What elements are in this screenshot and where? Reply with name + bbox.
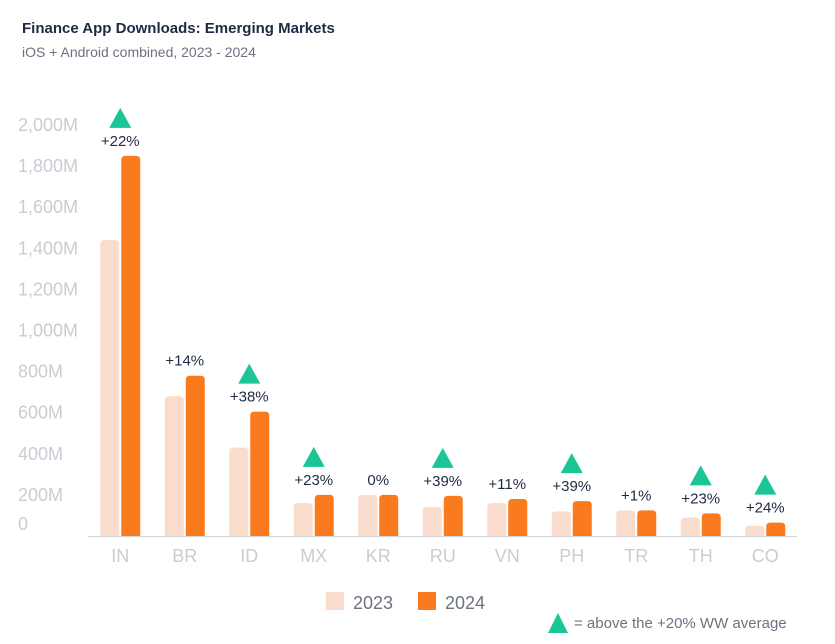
bar-2024-in xyxy=(121,155,141,536)
y-tick-label: 0 xyxy=(18,514,28,534)
x-tick-label: VN xyxy=(495,546,520,566)
bar-2024-th xyxy=(701,513,721,536)
above-average-triangle-icon xyxy=(238,363,261,384)
above-average-triangle-icon xyxy=(754,474,777,495)
x-tick-label: TH xyxy=(689,546,713,566)
bar-2023-in xyxy=(100,240,120,536)
legend-note: = above the +20% WW average xyxy=(574,615,787,632)
bar-2024-co xyxy=(766,522,786,536)
y-axis: 0 200M 400M 600M 800M 1,000M 1,200M 1,400M 1,600… xyxy=(18,115,78,534)
bar-2024-ru xyxy=(443,495,463,536)
above-average-triangle-icon xyxy=(689,465,712,486)
legend-label-2023: 2023 xyxy=(353,593,393,613)
legend: 2023 2024 = above the +20% WW average xyxy=(326,592,787,633)
above-average-triangle-icon xyxy=(548,613,568,633)
change-label-th: +23% xyxy=(681,490,720,507)
x-tick-label: KR xyxy=(366,546,391,566)
bar-2024-vn xyxy=(508,499,528,536)
bar-2024-id xyxy=(250,411,270,536)
bar-2023-ph xyxy=(551,511,571,536)
change-label-tr: +1% xyxy=(621,487,651,504)
change-label-ru: +39% xyxy=(423,473,462,490)
y-tick-label: 1,600M xyxy=(18,197,78,217)
bar-2023-vn xyxy=(487,503,507,536)
x-tick-label: TR xyxy=(624,546,648,566)
y-tick-label: 1,400M xyxy=(18,238,78,258)
y-tick-label: 1,800M xyxy=(18,156,78,176)
change-label-co: +24% xyxy=(746,500,785,517)
bar-2023-id xyxy=(229,447,249,536)
x-axis: IN BR ID MX KR RU VN PH TR TH CO xyxy=(88,536,797,566)
annotation-layer: +22% +14% +38% +23% 0% +39% +11% +39% +1% +23% +24… xyxy=(101,107,785,517)
y-tick-label: 1,200M xyxy=(18,279,78,299)
x-tick-label: IN xyxy=(111,546,129,566)
bar-2023-br xyxy=(164,396,184,536)
y-tick-label: 1,000M xyxy=(18,321,78,341)
bar-2023-kr xyxy=(358,494,378,536)
chart-title: Finance App Downloads: Emerging Markets xyxy=(22,20,335,37)
above-average-triangle-icon xyxy=(302,446,325,467)
bar-2024-tr xyxy=(637,510,657,536)
legend-swatch-2023 xyxy=(326,592,344,610)
chart-subtitle: iOS + Android combined, 2023 - 2024 xyxy=(22,44,256,60)
change-label-br: +14% xyxy=(165,353,204,370)
x-tick-label: ID xyxy=(240,546,258,566)
change-label-id: +38% xyxy=(230,389,269,406)
x-tick-label: BR xyxy=(172,546,197,566)
bar-2023-co xyxy=(745,525,765,536)
bar-2024-kr xyxy=(379,494,399,536)
change-label-mx: +23% xyxy=(294,472,333,489)
y-tick-label: 200M xyxy=(18,485,63,505)
change-label-ph: +39% xyxy=(552,478,591,495)
x-tick-label: RU xyxy=(430,546,456,566)
y-tick-label: 800M xyxy=(18,362,63,382)
above-average-triangle-icon xyxy=(431,447,454,468)
change-label-kr: 0% xyxy=(367,472,389,489)
y-tick-label: 400M xyxy=(18,444,63,464)
bar-2023-tr xyxy=(616,510,636,536)
above-average-triangle-icon xyxy=(109,107,132,128)
bar-2023-ru xyxy=(422,507,442,536)
legend-label-2024: 2024 xyxy=(445,593,485,613)
x-tick-label: PH xyxy=(559,546,584,566)
bar-2023-th xyxy=(680,517,700,536)
bar-2024-br xyxy=(185,375,205,536)
bar-2023-mx xyxy=(293,503,313,536)
bar-2024-ph xyxy=(572,501,592,536)
x-tick-label: MX xyxy=(300,546,327,566)
y-tick-label: 600M xyxy=(18,403,63,423)
x-tick-label: CO xyxy=(752,546,779,566)
bar-series xyxy=(100,155,786,536)
bar-2024-mx xyxy=(314,494,334,536)
change-label-vn: +11% xyxy=(488,476,526,493)
y-tick-label: 2,000M xyxy=(18,115,78,135)
legend-swatch-2024 xyxy=(418,592,436,610)
change-label-in: +22% xyxy=(101,133,140,150)
above-average-triangle-icon xyxy=(560,453,583,474)
